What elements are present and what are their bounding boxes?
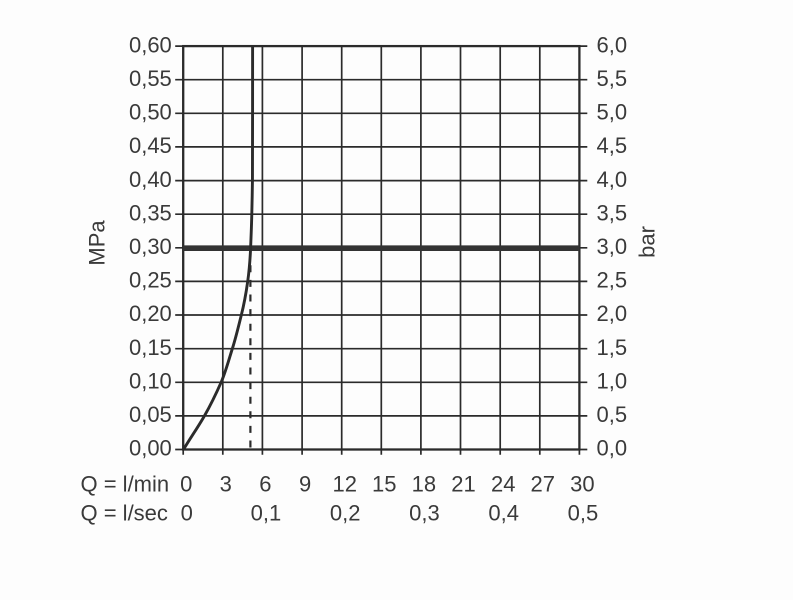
svg-text:0,00: 0,00 bbox=[129, 436, 172, 461]
svg-text:0,2: 0,2 bbox=[330, 501, 361, 526]
svg-text:4,0: 4,0 bbox=[597, 167, 628, 192]
svg-text:0,20: 0,20 bbox=[129, 301, 172, 326]
svg-text:6,0: 6,0 bbox=[597, 32, 628, 57]
svg-text:9: 9 bbox=[299, 472, 311, 497]
svg-text:Q = l/min: Q = l/min bbox=[81, 472, 170, 497]
svg-text:0,60: 0,60 bbox=[129, 32, 172, 57]
svg-text:21: 21 bbox=[451, 472, 475, 497]
svg-text:3: 3 bbox=[220, 472, 232, 497]
svg-text:bar: bar bbox=[635, 226, 660, 258]
svg-text:0,50: 0,50 bbox=[129, 100, 172, 125]
svg-text:6: 6 bbox=[259, 472, 271, 497]
svg-text:0: 0 bbox=[180, 472, 192, 497]
svg-text:18: 18 bbox=[412, 472, 436, 497]
svg-text:2,0: 2,0 bbox=[597, 301, 628, 326]
svg-text:0,0: 0,0 bbox=[597, 436, 628, 461]
svg-text:0,55: 0,55 bbox=[129, 66, 172, 91]
svg-text:15: 15 bbox=[372, 472, 396, 497]
svg-text:4,5: 4,5 bbox=[597, 133, 628, 158]
svg-text:27: 27 bbox=[531, 472, 555, 497]
svg-text:30: 30 bbox=[570, 472, 594, 497]
svg-text:0,10: 0,10 bbox=[129, 369, 172, 394]
svg-text:0,15: 0,15 bbox=[129, 335, 172, 360]
svg-text:0,40: 0,40 bbox=[129, 167, 172, 192]
svg-text:3,0: 3,0 bbox=[597, 234, 628, 259]
svg-text:1,5: 1,5 bbox=[597, 335, 628, 360]
svg-text:0: 0 bbox=[181, 501, 193, 526]
svg-text:2,5: 2,5 bbox=[597, 268, 628, 293]
svg-text:12: 12 bbox=[332, 472, 356, 497]
svg-text:0,4: 0,4 bbox=[488, 501, 519, 526]
svg-text:MPa: MPa bbox=[85, 220, 110, 266]
svg-text:5,5: 5,5 bbox=[597, 66, 628, 91]
svg-text:0,45: 0,45 bbox=[129, 133, 172, 158]
svg-text:24: 24 bbox=[491, 472, 515, 497]
svg-text:0,30: 0,30 bbox=[129, 234, 172, 259]
svg-text:Q = l/sec: Q = l/sec bbox=[81, 501, 168, 526]
svg-text:0,35: 0,35 bbox=[129, 200, 172, 225]
svg-text:0,3: 0,3 bbox=[409, 501, 440, 526]
svg-text:0,05: 0,05 bbox=[129, 402, 172, 427]
svg-text:3,5: 3,5 bbox=[597, 200, 628, 225]
svg-text:0,1: 0,1 bbox=[251, 501, 282, 526]
svg-text:1,0: 1,0 bbox=[597, 369, 628, 394]
svg-text:0,5: 0,5 bbox=[568, 501, 599, 526]
svg-text:0,5: 0,5 bbox=[597, 402, 628, 427]
svg-text:0,25: 0,25 bbox=[129, 268, 172, 293]
svg-text:5,0: 5,0 bbox=[597, 100, 628, 125]
